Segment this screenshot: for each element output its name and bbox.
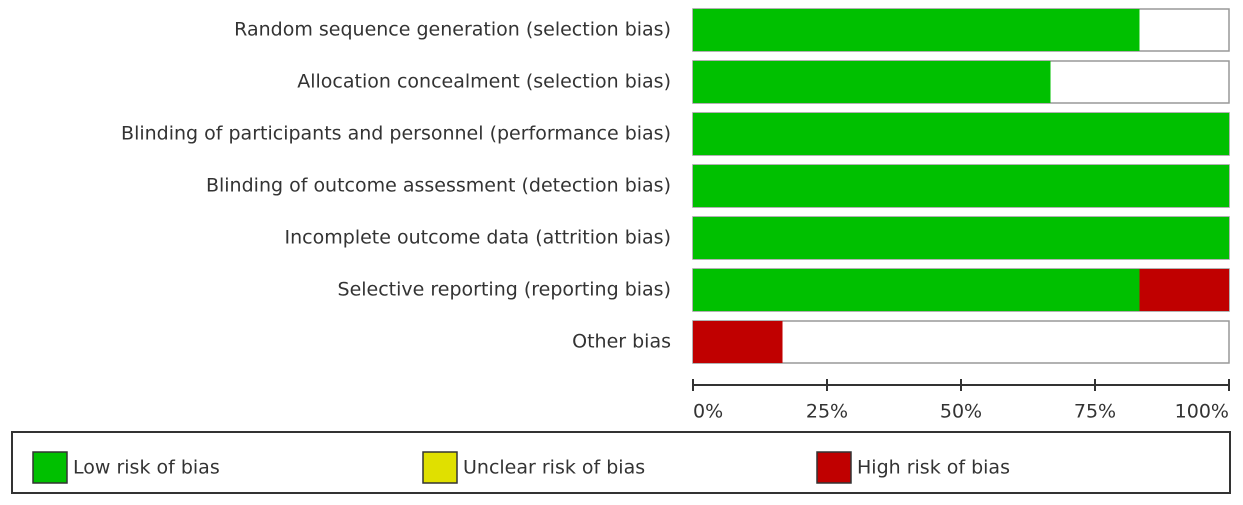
bar-segment [1139,269,1229,311]
x-tick-label: 25% [806,401,848,423]
legend-box [11,431,1231,494]
bar-segment [693,113,1229,155]
bar-segment [693,61,1051,103]
x-tick-label: 75% [1074,401,1116,423]
category-label: Selective reporting (reporting bias) [338,279,671,301]
x-tick-label: 100% [1175,401,1229,423]
category-label: Incomplete outcome data (attrition bias) [285,227,671,249]
category-label: Blinding of participants and personnel (… [121,123,671,145]
bar-segment [693,321,783,363]
legend-label: Unclear risk of bias [463,457,645,479]
bar-segment [693,9,1140,51]
category-label: Other bias [572,331,671,353]
legend-swatch [816,451,852,484]
legend-label: High risk of bias [857,457,1010,479]
category-label: Random sequence generation (selection bi… [234,19,671,41]
x-tick-label: 50% [940,401,982,423]
legend-swatch [32,451,68,484]
legend-label: Low risk of bias [73,457,220,479]
category-label: Blinding of outcome assessment (detectio… [206,175,671,197]
bar-segment [693,269,1140,311]
legend-swatch [422,451,458,484]
category-label: Allocation concealment (selection bias) [297,71,671,93]
x-tick-label: 0% [693,401,723,423]
bar-segment [693,217,1229,259]
bar-segment [693,165,1229,207]
